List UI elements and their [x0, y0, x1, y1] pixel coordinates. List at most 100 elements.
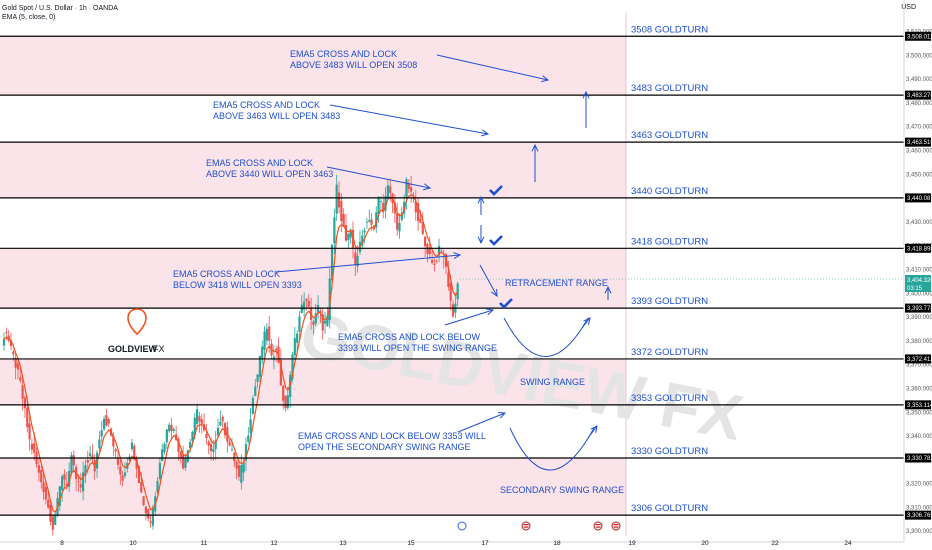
arrow-head [583, 317, 591, 325]
candle-body [219, 421, 222, 426]
candle-body [286, 395, 289, 408]
candle-167 [391, 193, 394, 214]
candle-body [398, 222, 401, 232]
candle-body [428, 247, 431, 255]
arrow-shaft [457, 412, 506, 433]
candle-160 [375, 206, 378, 233]
candle-98 [230, 437, 234, 452]
candle-body [430, 259, 434, 264]
annotation-1: EMA5 CROSS AND LOCK ABOVE 3463 WILL OPEN … [213, 100, 340, 121]
logo-brand-text: GOLDVIEW [108, 344, 158, 354]
candle-104 [244, 437, 248, 472]
candle-body [435, 260, 438, 262]
candle-body [37, 465, 40, 473]
candle-body [177, 438, 180, 452]
candle-body [121, 475, 124, 481]
level-price-badge-2 [905, 137, 931, 147]
candle-body [189, 442, 192, 449]
event-flag-icon-1 [593, 521, 603, 531]
candle-67 [158, 458, 161, 482]
candle-body [370, 219, 373, 225]
price-tick-4: 3,340.000 [906, 434, 932, 440]
secondary-swing-curve [509, 427, 595, 471]
level-layer: 3508 GOLDTURN 3483 GOLDTURN 3463 GOLDTURN 3… [0, 24, 904, 516]
candle-body [256, 374, 259, 382]
candle-129 [303, 292, 306, 317]
event-flag-stripe [523, 526, 529, 528]
candle-body [275, 348, 278, 351]
swing-curve-head [581, 317, 591, 329]
candle-body [393, 202, 396, 214]
candle-120 [282, 384, 285, 410]
arrow-secondary [457, 412, 507, 433]
candle-body [88, 453, 92, 456]
arrow-shaft [326, 166, 431, 189]
candle-193 [451, 300, 455, 319]
candle-49 [116, 449, 120, 470]
candle-body [33, 443, 36, 453]
candle-body [16, 363, 20, 370]
price-tick-5: 3,350.000 [906, 410, 932, 416]
candle-157 [368, 209, 371, 223]
candle-body [128, 456, 131, 461]
event-icons [457, 521, 621, 531]
candle-body [147, 509, 150, 519]
annotation-4: EMA5 CROSS AND LOCK BELOW 3393 WILL OPEN … [338, 332, 497, 353]
checkmark-icon-1 [489, 235, 503, 246]
candle-51 [121, 470, 124, 487]
candle-84 [198, 411, 201, 433]
candle-16 [40, 466, 43, 489]
candle-body [417, 203, 420, 222]
candle-94 [221, 414, 224, 428]
candle-178 [417, 197, 420, 231]
candle-body [212, 448, 215, 453]
arrow-head [541, 75, 550, 83]
candle-106 [249, 407, 252, 441]
candle-43 [102, 415, 106, 431]
candle-50 [119, 459, 122, 485]
annotation-3: EMA5 CROSS AND LOCK BELOW 3418 WILL OPEN … [173, 269, 302, 290]
zone-layer [0, 12, 627, 536]
candle-body [12, 351, 15, 355]
candle-body [130, 442, 134, 450]
candle-body [242, 462, 245, 473]
candle-195 [456, 281, 459, 307]
candle-185 [433, 258, 436, 272]
arrow-shaft [479, 264, 498, 297]
candle-164 [384, 187, 387, 219]
candle-110 [258, 355, 262, 383]
candle-body [361, 235, 364, 246]
zone-band-0 [0, 36, 626, 96]
level-price-badge-text-1: 3,483.278 [907, 93, 932, 99]
candle-187 [437, 238, 441, 263]
candle-body [449, 283, 452, 301]
time-tick-3: 12 [270, 540, 278, 547]
annotation-line: RETRACEMENT RANGE [505, 278, 608, 288]
candle-body [170, 424, 173, 431]
arrow-head [582, 90, 590, 99]
candle-111 [261, 340, 264, 365]
candle-75 [177, 436, 180, 461]
price-tick-9: 3,390.000 [906, 315, 932, 321]
candle-41 [98, 431, 101, 452]
zone-band-4 [0, 457, 626, 516]
candle-109 [256, 373, 259, 388]
arrow-up-small [477, 195, 485, 215]
candle-79 [186, 449, 189, 463]
secondary-curve-head [587, 425, 598, 439]
candle-48 [114, 447, 117, 459]
ema-indicator-legend[interactable]: EMA (5, close, 0) [2, 14, 56, 21]
arrow-down-small [477, 225, 485, 245]
arrow-head [531, 143, 539, 152]
time-tick-5: 15 [407, 540, 415, 547]
candle-168 [393, 194, 396, 224]
candle-body [228, 441, 231, 446]
candle-body [51, 516, 54, 530]
arrow-shaft [436, 54, 549, 81]
candle-body [349, 229, 352, 238]
candle-body [21, 385, 24, 399]
candle-86 [202, 413, 206, 432]
candle-body [321, 314, 324, 331]
candle-body [149, 521, 152, 523]
